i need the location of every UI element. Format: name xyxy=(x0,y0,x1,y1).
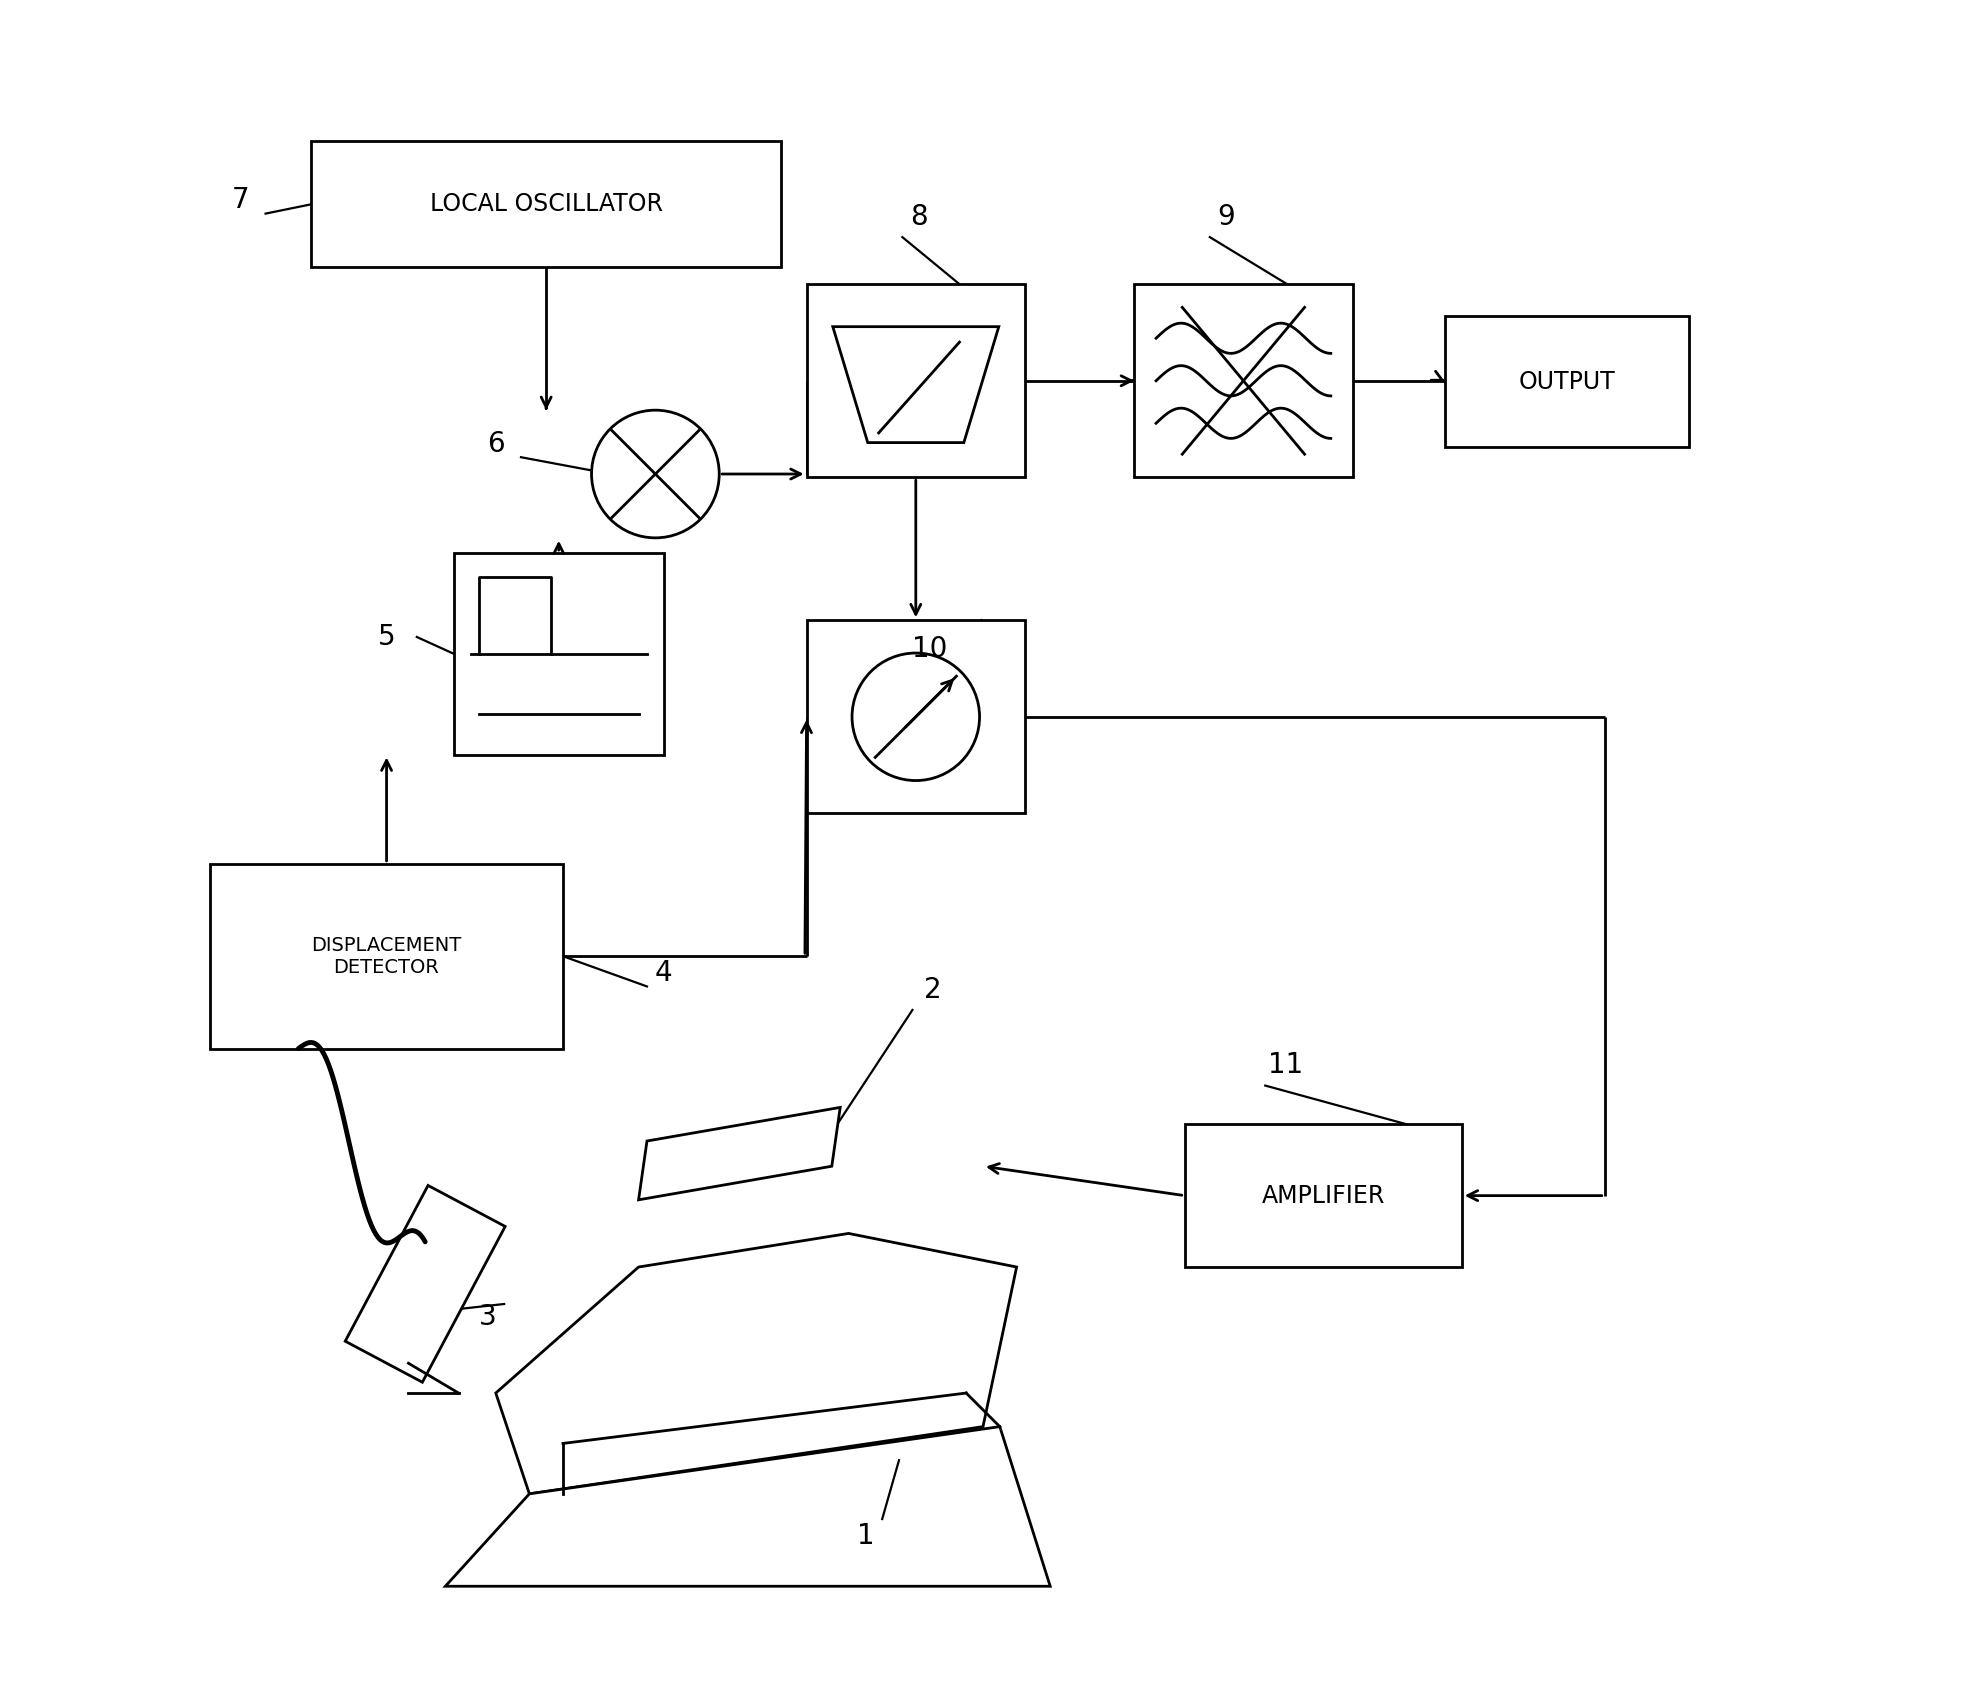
Polygon shape xyxy=(495,1233,1016,1494)
Bar xyxy=(454,552,665,754)
Text: 5: 5 xyxy=(377,623,395,650)
Polygon shape xyxy=(834,327,999,442)
Polygon shape xyxy=(639,1108,839,1199)
Text: 9: 9 xyxy=(1217,203,1235,230)
Text: 2: 2 xyxy=(924,976,942,1005)
Bar xyxy=(1445,317,1689,447)
Bar xyxy=(806,285,1024,478)
Text: 3: 3 xyxy=(478,1303,495,1331)
Text: AMPLIFIER: AMPLIFIER xyxy=(1262,1184,1384,1208)
Bar xyxy=(1134,285,1353,478)
Bar xyxy=(806,620,1024,813)
Text: 8: 8 xyxy=(910,203,928,230)
Text: 7: 7 xyxy=(232,186,250,213)
Bar xyxy=(311,141,781,268)
Polygon shape xyxy=(346,1186,505,1382)
Circle shape xyxy=(851,652,979,781)
Polygon shape xyxy=(446,1426,1050,1586)
Text: DISPLACEMENT
DETECTOR: DISPLACEMENT DETECTOR xyxy=(311,935,462,977)
Bar xyxy=(1185,1125,1463,1267)
Text: 10: 10 xyxy=(912,635,948,662)
Text: 4: 4 xyxy=(655,959,672,988)
Circle shape xyxy=(592,410,720,539)
Text: 1: 1 xyxy=(857,1521,875,1550)
Text: 11: 11 xyxy=(1268,1052,1303,1079)
Text: 6: 6 xyxy=(488,430,505,457)
Text: LOCAL OSCILLATOR: LOCAL OSCILLATOR xyxy=(431,193,663,217)
Bar xyxy=(210,864,562,1049)
Text: OUTPUT: OUTPUT xyxy=(1518,369,1616,393)
